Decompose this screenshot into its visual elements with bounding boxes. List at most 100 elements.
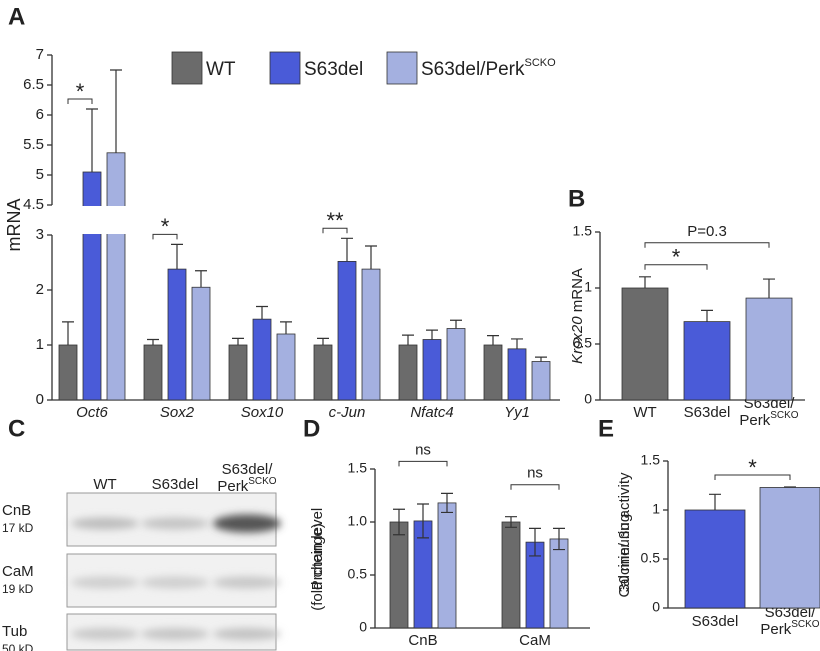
blot-band xyxy=(71,576,139,589)
y-axis-label: Calcineurin activity xyxy=(616,472,633,598)
x-tick-label: Oct6 xyxy=(76,404,108,421)
significance-label: ns xyxy=(415,441,431,458)
row-size: 17 kD xyxy=(2,521,34,535)
significance-bracket xyxy=(152,233,178,240)
bar xyxy=(422,339,442,401)
bar xyxy=(313,344,333,401)
error-bar xyxy=(402,334,414,345)
bar xyxy=(167,268,187,401)
y-tick-label: 0 xyxy=(652,599,660,615)
significance-label: P=0.3 xyxy=(687,223,727,240)
significance-bracket xyxy=(644,242,770,248)
lane-label: S63del/PerkSCKO xyxy=(217,461,276,495)
y-tick-label: 0.5 xyxy=(641,550,661,566)
lane-label: S63del xyxy=(152,476,199,493)
blot-band xyxy=(71,517,139,530)
legend-label: S63del/PerkSCKO xyxy=(421,57,556,80)
error-bar xyxy=(110,69,122,153)
panel-label: E xyxy=(598,415,614,442)
error-bar xyxy=(441,492,453,514)
error-bar xyxy=(639,276,651,288)
y-tick-label: 1.5 xyxy=(641,452,661,468)
legend-label: S63del xyxy=(304,59,363,80)
error-bar xyxy=(763,278,775,299)
row-name: Tub xyxy=(2,623,27,640)
y-axis-label: 30 min/ 3ug xyxy=(616,514,633,592)
y-tick-label: 2 xyxy=(36,281,44,298)
y-tick-label: 0.5 xyxy=(573,335,593,351)
x-tick-label-line: Perk xyxy=(760,621,791,638)
error-bar xyxy=(256,305,268,320)
y-tick-label: 5 xyxy=(36,166,44,183)
y-tick-label: 1.0 xyxy=(348,513,368,529)
bar xyxy=(143,344,163,401)
error-bar xyxy=(535,356,547,362)
y-axis-label: (fold change) xyxy=(309,523,326,611)
error-bar xyxy=(86,108,98,172)
lane-label-line: S63del/ xyxy=(222,461,274,478)
bar xyxy=(507,348,527,401)
y-axis-label: Krox20 mRNA xyxy=(569,268,586,364)
error-bar xyxy=(317,337,329,345)
blot-band xyxy=(213,576,281,589)
y-tick-label: 6.5 xyxy=(23,76,44,93)
y-tick-label: 1 xyxy=(584,279,592,295)
significance-label: * xyxy=(748,455,757,480)
bar xyxy=(531,361,551,401)
x-tick-label: c-Jun xyxy=(329,404,366,421)
y-axis-label: mRNA xyxy=(4,199,24,252)
y-tick-label: 6 xyxy=(36,106,44,123)
y-tick-label: 7 xyxy=(36,46,44,63)
significance-bracket xyxy=(398,460,448,467)
error-bar xyxy=(511,338,523,349)
x-tick-label: Nfatc4 xyxy=(410,404,453,421)
row-name: CaM xyxy=(2,563,34,580)
lane-label-superscript: SCKO xyxy=(248,476,277,487)
bar xyxy=(337,260,357,401)
bar xyxy=(549,538,569,629)
significance-label: * xyxy=(672,245,681,270)
y-tick-label: 4.5 xyxy=(23,196,44,213)
legend-swatch xyxy=(269,51,301,85)
x-tick-label: S63del/PerkSCKO xyxy=(760,604,819,638)
error-bar xyxy=(709,493,721,510)
significance-label: ns xyxy=(527,465,543,482)
significance-bracket xyxy=(714,474,791,480)
lane-label-line: Perk xyxy=(217,478,248,495)
legend-swatch xyxy=(171,51,203,85)
panel-label: C xyxy=(8,415,25,442)
panel-label: D xyxy=(303,415,320,442)
y-tick-label: 3 xyxy=(36,226,44,243)
bar xyxy=(437,502,457,629)
y-tick-label: 1.5 xyxy=(348,460,368,476)
x-tick-label-line: Perk xyxy=(739,412,770,429)
error-bar xyxy=(365,245,377,270)
bar xyxy=(58,344,78,401)
error-bar xyxy=(487,335,499,345)
legend-name: S63del/Perk xyxy=(421,59,525,80)
x-tick-label: Sox2 xyxy=(160,404,195,421)
error-bar xyxy=(195,270,207,288)
bar xyxy=(501,521,521,629)
bar xyxy=(483,344,503,401)
error-bar xyxy=(505,516,517,528)
axis-break-gap xyxy=(54,206,562,234)
y-tick-label: 1.5 xyxy=(573,223,593,239)
y-tick-label: 1 xyxy=(36,336,44,353)
y-axis-label: Protein level xyxy=(309,508,326,591)
row-name: CnB xyxy=(2,502,31,519)
significance-bracket xyxy=(644,264,708,270)
bar xyxy=(745,297,793,401)
blot-band xyxy=(71,628,139,640)
error-bar xyxy=(450,319,462,329)
bar xyxy=(106,152,126,401)
legend-name: S63del xyxy=(304,59,363,80)
bar xyxy=(389,521,409,629)
blot-band xyxy=(213,514,281,533)
legend-superscript: SCKO xyxy=(525,57,557,69)
x-tick-label: S63del xyxy=(684,404,731,421)
lane-label: WT xyxy=(93,476,116,493)
x-tick-label: CnB xyxy=(408,632,437,649)
bar xyxy=(446,328,466,401)
error-bar xyxy=(417,503,429,539)
